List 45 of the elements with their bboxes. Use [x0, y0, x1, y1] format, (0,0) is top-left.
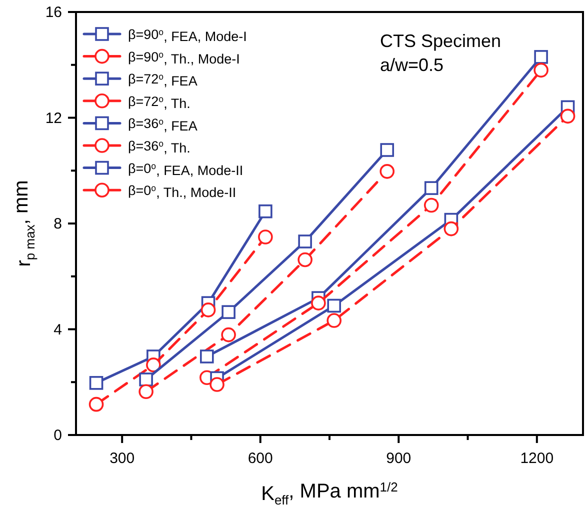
point	[222, 305, 236, 319]
y-tick-label: 8	[54, 216, 62, 232]
x-tick-label: 1200	[520, 450, 554, 467]
x-tick-label: 600	[248, 450, 273, 467]
point	[424, 198, 439, 213]
point	[221, 327, 236, 342]
y-tick-label: 16	[45, 4, 62, 21]
point	[311, 296, 326, 310]
point	[424, 181, 438, 195]
legend-label: β=90$^{o}$, FEA, Mode-I	[128, 27, 247, 44]
legend-label: β=36$^{o}$, Th.	[128, 138, 190, 156]
legend-label: β=0$^{o}$, Th., Mode-II	[128, 183, 236, 200]
x-axis-title: K$_{eff}$, MPa mm$^{1/2}$	[261, 480, 398, 508]
point	[298, 252, 312, 268]
point	[88, 396, 104, 412]
x-tick-label: 300	[110, 450, 135, 467]
y-tick-label: 12	[45, 110, 62, 127]
point	[200, 350, 214, 364]
annotation: a/w=0.5	[380, 55, 444, 75]
legend-label: β=0$^{o}$, FEA, Mode-II	[128, 160, 244, 178]
legend-label: β=90$^{o}$, Th., Mode-I	[128, 49, 240, 66]
point	[200, 302, 216, 318]
point	[326, 313, 342, 328]
point	[380, 143, 394, 157]
y-tick-label: 0	[54, 427, 62, 444]
point	[258, 230, 273, 244]
annotation: CTS Specimen	[380, 31, 502, 51]
point	[380, 164, 395, 179]
legend-label: β=72$^{o}$, Th.	[128, 94, 190, 112]
point	[534, 50, 548, 64]
point	[138, 384, 154, 400]
point	[146, 358, 161, 372]
y-tick-label: 4	[54, 321, 62, 338]
point	[89, 376, 104, 390]
point	[444, 221, 459, 236]
point	[327, 298, 342, 313]
point	[258, 204, 272, 218]
legend-label: β=36$^{o}$, FEA	[128, 116, 198, 134]
legend-label: β=72$^{o}$, FEA	[128, 72, 198, 89]
point	[560, 108, 576, 124]
point	[298, 234, 312, 248]
point	[534, 62, 548, 78]
point	[210, 377, 224, 392]
point	[139, 372, 153, 386]
x-tick-label: 900	[386, 450, 412, 467]
